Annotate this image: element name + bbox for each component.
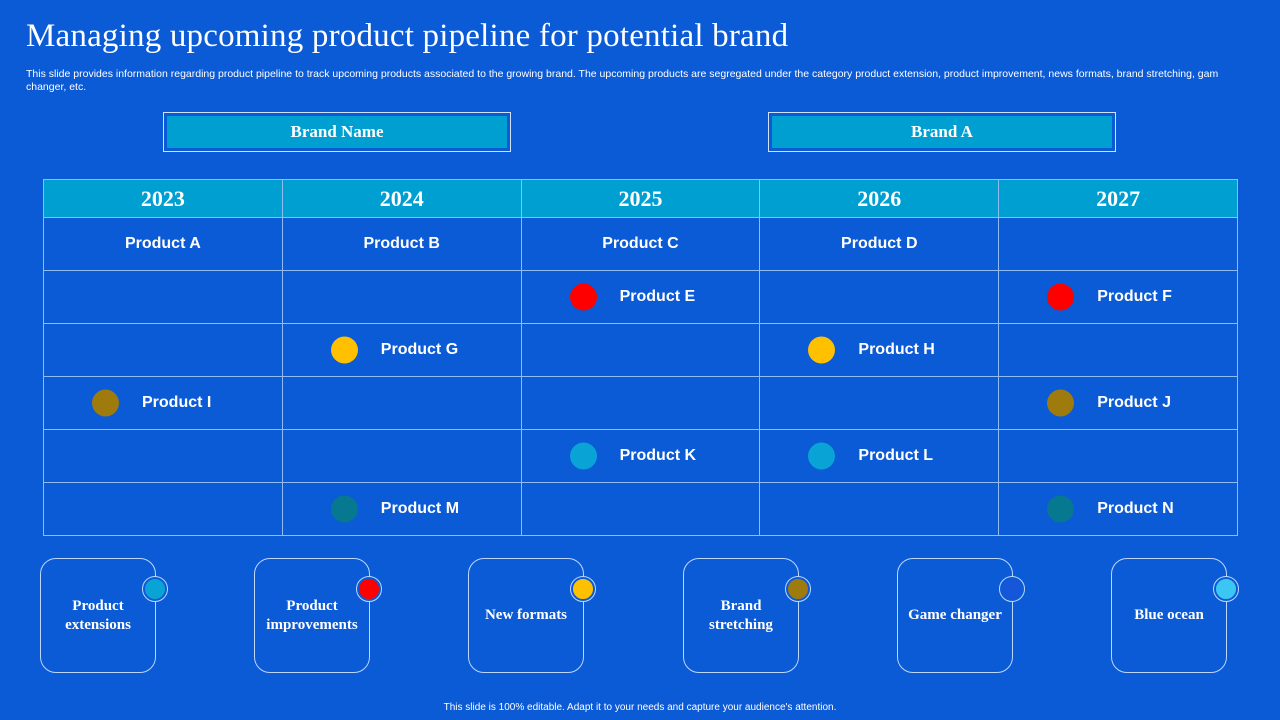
category-dot (92, 389, 119, 417)
pipeline-cell: Product I (43, 376, 283, 430)
legend-label: New formats (484, 607, 568, 623)
pipeline-cell (520, 323, 761, 377)
table-row: Product M Product N (43, 482, 1238, 536)
year-header: 2025 (520, 179, 761, 218)
legend-color-dot (1213, 576, 1239, 602)
category-dot (808, 336, 836, 364)
product-label: Product C (602, 235, 679, 252)
product-label: Product G (380, 341, 459, 358)
pipeline-cell: Product K (520, 429, 761, 483)
pipeline-table: 2023 2024 2025 2026 2027 Product A Produc… (43, 179, 1238, 536)
category-dot (330, 495, 358, 523)
pipeline-cell: Product A (43, 217, 283, 271)
pipeline-cell (998, 323, 1238, 377)
category-dot (569, 442, 597, 470)
product-label: Product A (124, 235, 201, 252)
brand-name-box: Brand Name (163, 112, 511, 152)
product-label: Product L (858, 447, 934, 464)
legend-card: New formats (468, 558, 596, 673)
category-dot (569, 283, 597, 311)
legend-color-dot (785, 576, 811, 602)
pipeline-cell: Product M (281, 482, 522, 536)
legend-card: Product extensions (40, 558, 168, 673)
product-label: Product F (1097, 288, 1172, 305)
pipeline-cell (281, 429, 522, 483)
legend-card: Brand stretching (683, 558, 811, 673)
table-row: Product K Product L (43, 429, 1238, 483)
table-row: Product G Product H (43, 323, 1238, 377)
pipeline-cell (520, 376, 761, 430)
product-label: Product K (619, 447, 697, 464)
category-dot (1047, 389, 1075, 417)
product-label: Product I (142, 394, 212, 411)
pipeline-cell (998, 429, 1238, 483)
legend-label: Game changer (908, 607, 1002, 623)
pipeline-cell: Product E (520, 270, 761, 324)
table-row: Product A Product B Product C Product D (43, 217, 1238, 271)
pipeline-cell: Product F (998, 270, 1238, 324)
year-header: 2023 (43, 179, 283, 218)
product-label: Product J (1097, 394, 1171, 411)
product-label: Product B (363, 235, 440, 252)
brand-name-label: Brand Name (167, 116, 507, 148)
slide-title: Managing upcoming product pipeline for p… (26, 18, 789, 54)
slide-description: This slide provides information regardin… (26, 68, 1219, 93)
legend-label: Product improvements (266, 597, 358, 633)
legend-label: Brand stretching (709, 597, 773, 633)
pipeline-cell (759, 376, 1000, 430)
pipeline-cell: Product D (759, 217, 1000, 271)
legend-color-dot (570, 576, 596, 602)
year-header: 2027 (998, 179, 1238, 218)
pipeline-cell (759, 482, 1000, 536)
pipeline-cell: Product B (281, 217, 522, 271)
pipeline-cell: Product C (520, 217, 761, 271)
pipeline-cell: Product J (998, 376, 1238, 430)
table-row: Product E Product F (43, 270, 1238, 324)
pipeline-cell: Product H (759, 323, 1000, 377)
product-label: Product D (841, 235, 918, 252)
legend-label: Blue ocean (1134, 607, 1204, 623)
pipeline-cell (520, 482, 761, 536)
pipeline-cell (281, 270, 522, 324)
pipeline-cell (281, 376, 522, 430)
product-label: Product M (380, 500, 460, 517)
legend-card: Product improvements (254, 558, 382, 673)
pipeline-cell: Product L (759, 429, 1000, 483)
pipeline-cell (43, 270, 283, 324)
product-label: Product E (619, 288, 696, 305)
pipeline-cell (759, 270, 1000, 324)
legend-card: Game changer (897, 558, 1025, 673)
legend-color-dot (999, 576, 1025, 602)
category-dot (330, 336, 358, 364)
legend-color-dot (356, 576, 382, 602)
table-row: Product I Product J (43, 376, 1238, 430)
pipeline-cell: Product N (998, 482, 1238, 536)
slide-footer: This slide is 100% editable. Adapt it to… (443, 702, 837, 713)
product-label: Product H (858, 341, 935, 358)
category-dot (1047, 283, 1075, 311)
pipeline-cell (43, 429, 283, 483)
pipeline-cell (43, 482, 283, 536)
pipeline-cell: Product G (281, 323, 522, 377)
legend-color-dot (142, 576, 168, 602)
brand-value-box: Brand A (768, 112, 1116, 152)
brand-value: Brand A (772, 116, 1112, 148)
pipeline-cell (998, 217, 1238, 271)
category-dot (1047, 495, 1075, 523)
legend-label: Product extensions (65, 597, 131, 633)
year-header: 2024 (281, 179, 522, 218)
product-label: Product N (1097, 500, 1174, 517)
legend-card: Blue ocean (1111, 558, 1239, 673)
year-header-row: 2023 2024 2025 2026 2027 (43, 179, 1238, 218)
pipeline-cell (43, 323, 283, 377)
year-header: 2026 (759, 179, 1000, 218)
category-dot (808, 442, 836, 470)
